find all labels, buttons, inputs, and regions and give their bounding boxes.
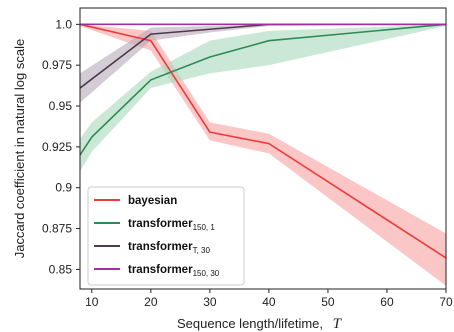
legend: bayesian transformer150, 1 transformerT, 3…: [87, 186, 245, 286]
y-tick-label: 0.925: [42, 140, 72, 154]
confidence-bands: [80, 24, 446, 286]
y-tick-label: 0.85: [49, 262, 73, 276]
line-bayesian: [79, 23, 447, 259]
legend-box: [87, 186, 245, 286]
y-axis: 0.85 0.875 0.9 0.925 0.95 0.975 1.0: [42, 17, 80, 276]
x-tick-label: 50: [321, 295, 335, 309]
y-tick-label: 1.0: [55, 17, 72, 31]
x-tick-label: 70: [439, 295, 453, 309]
x-axis: 10 20 30 40 50 60 70: [85, 289, 453, 309]
y-tick-label: 0.9: [55, 181, 72, 195]
y-tick-label: 0.875: [42, 222, 72, 236]
series-lines: [79, 23, 447, 259]
x-tick-label: 30: [203, 295, 217, 309]
line-transformer_150_1: [79, 23, 447, 156]
legend-label-transformer_150_30: transformer150, 30: [128, 264, 220, 278]
legend-label-transformer_T_30: transformerT, 30: [128, 241, 210, 255]
x-axis-label: Sequence length/lifetime, T: [177, 316, 343, 332]
y-tick-label: 0.95: [49, 99, 73, 113]
x-tick-label: 60: [380, 295, 394, 309]
x-tick-label: 20: [144, 295, 158, 309]
y-axis-label: Jaccard coefficient in natural log scale: [12, 39, 27, 258]
y-tick-label: 0.975: [42, 58, 72, 72]
x-tick-label: 10: [85, 295, 99, 309]
x-tick-label: 40: [262, 295, 276, 309]
legend-label-bayesian: bayesian: [128, 195, 177, 207]
plot-frame: [79, 7, 447, 290]
legend-label-transformer_150_1: transformer150, 1: [128, 218, 215, 232]
band-transformer_150_1: [80, 24, 446, 172]
